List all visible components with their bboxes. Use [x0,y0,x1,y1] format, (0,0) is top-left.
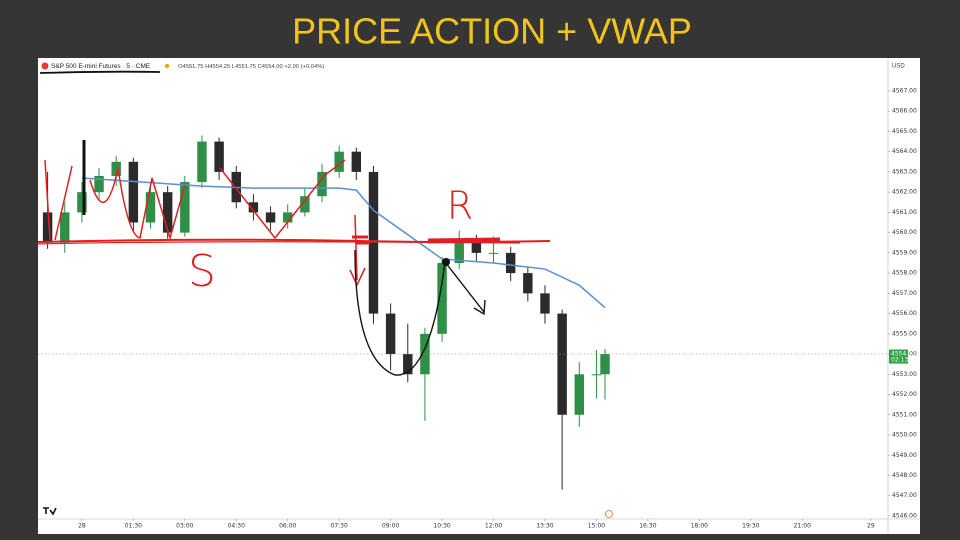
candle-body [403,354,413,375]
candle-body [368,171,379,314]
candle-body [162,192,173,233]
y-tick-label: 4566.00 [892,108,917,115]
candle-body [145,192,156,223]
underline-annotation [39,70,161,74]
symbol-title: S&P 500 E-mini Futures · 5 · CME [51,63,151,70]
candle-body [283,212,293,223]
y-tick-label: 4553.00 [892,371,917,378]
candle-body [488,252,499,254]
candle-body [94,175,104,193]
annotation-support: S [188,246,216,297]
x-tick-label: 04:30 [228,523,245,530]
candle-body [197,141,207,183]
y-tick-label: 4557.00 [892,290,917,297]
swing-lines [44,159,346,241]
candle-body [437,262,447,334]
x-tick-label: 21:00 [794,523,811,530]
event-icon [605,510,613,518]
candle-body [214,141,224,172]
x-tick-label: 09:00 [382,523,399,530]
candle-body [351,151,362,172]
y-tick-label: 4556.00 [892,310,917,317]
ohlc-legend: O4551.75 H4554.25 L4551.75 C4554.00 +2.0… [178,64,324,70]
x-tick-label: 12:00 [485,523,502,530]
plot [42,135,610,490]
drawings: R S [37,140,551,376]
y-tick-label: 4551.00 [892,411,917,418]
candle-body [128,161,139,223]
candle-body [574,374,584,415]
y-tick-label: 4552.00 [892,391,917,398]
y-tick-label: 4567.00 [892,87,917,94]
y-tick-label: 4560.00 [892,229,917,236]
y-tick-label: 4558.00 [892,270,917,277]
y-tick-label: 4559.00 [892,249,917,256]
x-tick-label: 13:30 [536,523,553,530]
breakdown-mark [352,235,370,245]
candle-body [540,293,550,314]
y-tick-label: 4546.00 [892,512,917,519]
annotation-resistance: R [447,184,473,228]
last-price-label: 4554.00 [891,351,916,358]
candle-body [300,196,310,213]
vwap-line [81,177,606,309]
y-tick-label: 4549.00 [892,452,917,459]
candle-body [317,171,327,197]
currency-label: USD [892,64,905,70]
countdown-label: 02:13 [891,357,908,364]
candle-body [420,333,430,375]
last-price-box [889,349,908,364]
candle-body [334,151,344,172]
candle-body [471,242,482,253]
candle-body [42,212,53,243]
x-tick-label: 19:30 [742,523,759,530]
x-tick-label: 29 [867,523,875,530]
candle-body [111,161,121,176]
chart-panel [38,58,920,534]
candle-body [600,354,610,375]
x-tick-label: 03:00 [176,523,193,530]
down-arrow [349,214,366,287]
candle-body [248,202,259,213]
logo [43,507,57,516]
candle-body [180,182,190,233]
candle-body [591,374,602,376]
x-tick-label: 07:30 [331,523,348,530]
x-tick-label: 06:00 [279,523,296,530]
resistance-mark [427,237,501,244]
y-tick-label: 4563.00 [892,168,917,175]
candle-body [557,313,567,415]
y-tick-label: 4547.00 [892,492,917,499]
candle-body [454,242,464,263]
rounded-bottom [354,249,486,376]
candle-body [265,212,276,223]
y-tick-label: 4555.00 [892,330,917,337]
candle-body [77,192,87,213]
y-tick-label: 4562.00 [892,189,917,196]
x-tick-label: 10:30 [433,523,450,530]
candle-body [505,252,516,274]
x-tick-label: 18:00 [691,523,708,530]
y-tick-label: 4565.00 [892,128,917,135]
x-tick-label: 28 [78,523,86,530]
symbol-icon [41,62,49,70]
candle-body [523,273,533,294]
status-dot [164,63,170,69]
y-tick-label: 4561.00 [892,209,917,216]
slide-title: PRICE ACTION + VWAP [292,11,692,52]
y-tick-label: 4548.00 [892,472,917,479]
y-tick-label: 4550.00 [892,432,917,439]
x-tick-label: 01:30 [125,523,142,530]
y-tick-label: 4564.00 [892,148,917,155]
retest-point [442,258,450,266]
candle-body [385,313,396,355]
candle-body [60,212,70,243]
x-tick-label: 15:00 [588,523,605,530]
x-tick-label: 16:30 [639,523,656,530]
